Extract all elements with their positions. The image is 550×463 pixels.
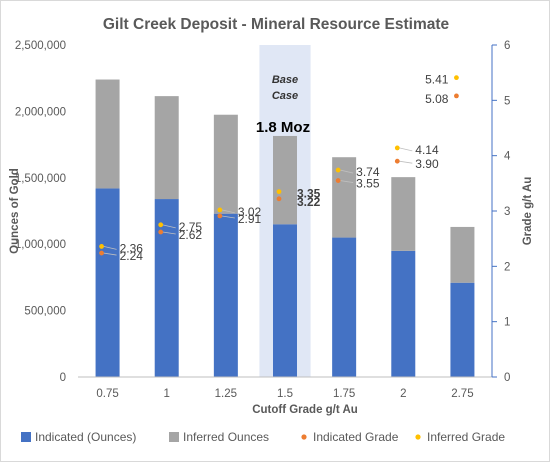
y-tick-label: 2,500,000 xyxy=(15,40,66,52)
bar-indicated-ounces xyxy=(154,199,179,377)
inferred-grade-label: 3.02 xyxy=(238,205,262,219)
indicated-grade-leader xyxy=(340,180,354,183)
plot-area: 0 500,000 1,000,000 1,500,000 2,000,000 2,500… xyxy=(15,40,511,400)
inferred-grade-point xyxy=(99,244,104,249)
inferred-grade-label: 3.35 xyxy=(297,187,321,201)
indicated-grade-point xyxy=(276,196,282,202)
indicated-grade-point xyxy=(99,250,104,256)
base-case-label-line2: Case xyxy=(272,90,298,102)
y-axis-title: Ounces of Gold xyxy=(9,168,21,254)
x-tick-label: 1.25 xyxy=(215,388,237,400)
legend-label: Indicated Grade xyxy=(313,430,399,444)
legend-label: Inferred Grade xyxy=(427,430,505,444)
legend-swatch xyxy=(301,434,307,440)
x-tick-label: 1.5 xyxy=(277,388,293,400)
bar-inferred-ounces xyxy=(95,79,120,189)
bar-indicated-ounces xyxy=(213,213,238,377)
inferred-grade-point xyxy=(454,75,459,81)
inferred-grade-leader xyxy=(103,246,117,250)
indicated-grade-leader xyxy=(221,215,235,219)
x-tick-label: 2.75 xyxy=(451,388,473,400)
inferred-grade-label: 4.14 xyxy=(415,143,439,157)
bar-inferred-ounces xyxy=(213,114,238,214)
indicated-grade-leader xyxy=(162,231,176,235)
y2-axis-title: Grade g/t Au xyxy=(522,177,534,246)
x-tick-label: 1.75 xyxy=(333,388,355,400)
bar-indicated-ounces xyxy=(332,237,357,377)
y-tick-label: 1,500,000 xyxy=(15,173,66,185)
bar-indicated-ounces xyxy=(95,188,120,377)
y2-tick-label: 5 xyxy=(504,95,510,107)
bar-inferred-ounces xyxy=(450,226,475,283)
inferred-grade-point xyxy=(394,145,400,151)
x-tick-label: 1 xyxy=(164,388,170,400)
bar-inferred-ounces xyxy=(273,135,297,225)
inferred-grade-label: 2.75 xyxy=(179,220,203,234)
legend-swatch xyxy=(169,432,179,442)
legend-swatch xyxy=(21,432,31,442)
indicated-grade-label: 3.55 xyxy=(356,177,380,191)
indicated-grade-point xyxy=(335,178,341,183)
inferred-grade-label: 3.74 xyxy=(356,165,380,179)
x-tick-label: 2 xyxy=(400,388,406,400)
indicated-grade-label: 3.22 xyxy=(297,195,321,209)
inferred-grade-label: 5.41 xyxy=(425,73,449,87)
y-tick-label: 1,000,000 xyxy=(15,239,66,251)
bar-indicated-ounces xyxy=(273,224,297,377)
x-axis-title: Cutoff Grade g/t Au xyxy=(252,404,358,416)
inferred-grade-leader xyxy=(221,209,235,214)
indicated-grade-point xyxy=(454,93,459,99)
inferred-grade-leader xyxy=(162,224,176,229)
y2-tick-label: 4 xyxy=(504,151,511,163)
legend: Indicated (Ounces) Inferred Ounces Indicat… xyxy=(21,430,505,444)
y-tick-label: 500,000 xyxy=(24,306,66,318)
indicated-grade-leader xyxy=(103,252,117,256)
legend-label: Inferred Ounces xyxy=(183,430,269,444)
inferred-grade-point xyxy=(158,222,164,228)
indicated-grade-leader xyxy=(399,160,413,164)
inferred-grade-label: 2.36 xyxy=(120,241,144,255)
bar-indicated-ounces xyxy=(391,250,416,377)
indicated-grade-label: 2.91 xyxy=(238,212,262,226)
base-case-ounces-callout: 1.8 Moz xyxy=(256,119,310,136)
bar-inferred-ounces xyxy=(391,177,416,251)
inferred-grade-point xyxy=(276,189,282,195)
legend-swatch xyxy=(415,434,421,440)
indicated-grade-label: 2.24 xyxy=(120,249,144,263)
base-case-label-line1: Base xyxy=(272,74,298,86)
indicated-grade-label: 5.08 xyxy=(425,92,449,106)
indicated-grade-point xyxy=(158,229,164,235)
y2-tick-label: 3 xyxy=(504,206,510,218)
y2-tick-label: 0 xyxy=(504,372,510,384)
inferred-grade-leader xyxy=(340,169,354,174)
indicated-grade-label: 2.62 xyxy=(179,228,203,242)
bar-indicated-ounces xyxy=(450,282,475,377)
inferred-grade-leader xyxy=(399,147,413,152)
bar-inferred-ounces xyxy=(332,157,357,238)
inferred-grade-point xyxy=(217,207,223,213)
indicated-grade-point xyxy=(217,213,223,219)
y2-tick-label: 2 xyxy=(504,261,510,273)
x-tick-label: 0.75 xyxy=(96,388,118,400)
chart-title: Gilt Creek Deposit - Mineral Resource Es… xyxy=(103,16,450,33)
bar-inferred-ounces xyxy=(154,96,179,200)
indicated-grade-label: 3.90 xyxy=(415,157,439,171)
indicated-grade-point xyxy=(394,158,400,164)
inferred-grade-point xyxy=(335,167,341,173)
y-tick-label: 2,000,000 xyxy=(15,106,66,118)
y2-tick-label: 1 xyxy=(504,317,510,329)
y2-tick-label: 6 xyxy=(504,40,510,52)
y-tick-label: 0 xyxy=(60,372,66,384)
legend-label: Indicated (Ounces) xyxy=(35,430,136,444)
